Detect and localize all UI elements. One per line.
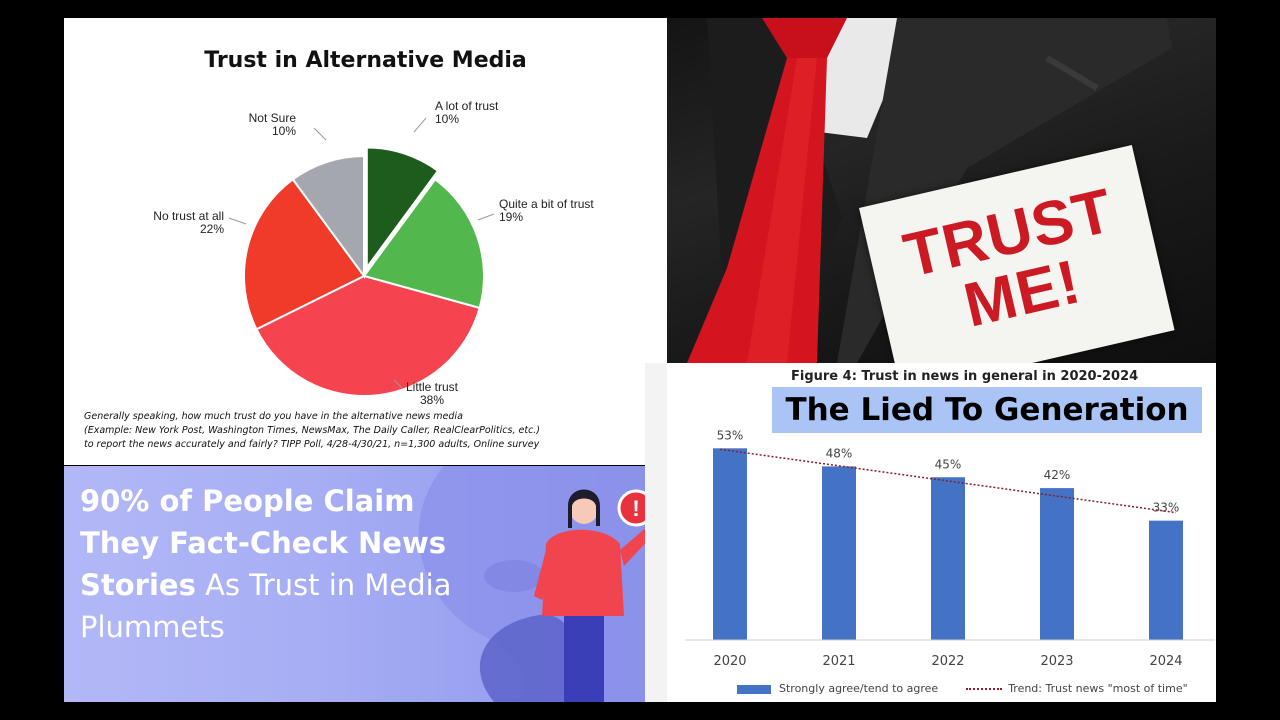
pie-leader-line xyxy=(393,379,403,389)
bar-2021 xyxy=(822,466,856,640)
bar-chart-title: Figure 4: Trust in news in general in 20… xyxy=(791,369,1139,384)
legend-swatch-trend xyxy=(966,688,1003,690)
pie-slice-not-sure xyxy=(291,154,365,280)
legend-item-series: Strongly agree/tend to agree xyxy=(779,682,939,695)
bar-2023 xyxy=(1040,488,1074,640)
trust-me-text: TRUST ME! xyxy=(865,172,1166,356)
bar-value-label: 45% xyxy=(935,457,962,471)
legend-swatch-bar xyxy=(737,684,771,694)
pie-value-label: 10% xyxy=(435,112,459,126)
x-tick-label: 2021 xyxy=(822,654,855,669)
pie-slice-a-lot-of-trust xyxy=(365,146,440,271)
pie-slice-no-trust-at-all xyxy=(243,177,366,331)
pie-leader-line xyxy=(477,213,495,221)
x-tick-label: 2020 xyxy=(713,654,746,669)
bar-chart: 53% 2020 48% 2021 45% 2022 42% 2023 33% 2024 xyxy=(685,428,1215,669)
pie-value-label: 22% xyxy=(200,222,224,236)
pie-leader-line xyxy=(313,127,327,141)
trust-me-photo: TRUST ME! xyxy=(667,18,1216,363)
bar-2022 xyxy=(931,477,965,640)
overlay-headline: The Lied To Generation xyxy=(772,387,1202,433)
fact-check-promo-panel: ! 90% of People Claim They Fact-Check Ne… xyxy=(64,466,645,702)
pie-slice-little-trust xyxy=(255,274,481,397)
bar-2024 xyxy=(1149,520,1183,640)
bar-value-label: 33% xyxy=(1153,501,1180,515)
x-tick-label: 2022 xyxy=(931,654,964,669)
pie-slice-quite-a-bit-of-trust xyxy=(362,177,485,310)
legend-item-trend: Trend: Trust news "most of time" xyxy=(1008,682,1188,695)
suit-and-tie-illustration xyxy=(687,18,1172,363)
promo-bold-text: 90% of People Claim They Fact-Check News… xyxy=(80,484,447,602)
x-tick-label: 2024 xyxy=(1149,654,1182,669)
pie-footnote-line: Generally speaking, how much trust do yo… xyxy=(84,411,463,422)
bar-value-label: 48% xyxy=(826,446,853,460)
bar-2020 xyxy=(713,448,747,640)
pie-footnote-line: to report the news accurately and fairly… xyxy=(84,439,540,450)
pie-label: Little trust xyxy=(406,380,459,394)
pie-footnote-line: (Example: New York Post, Washington Time… xyxy=(84,425,541,436)
pie-chart-title: Trust in Alternative Media xyxy=(204,48,527,73)
promo-regular-text: As Trust in Media Plummets xyxy=(80,568,452,644)
pie-footnote: Generally speaking, how much trust do yo… xyxy=(84,410,654,452)
bar-chart-legend: Strongly agree/tend to agree Trend: Trust… xyxy=(737,682,1188,695)
panel-edge-strip xyxy=(645,363,667,702)
pie-label: Not Sure xyxy=(249,111,297,125)
trend-line xyxy=(719,448,1177,514)
x-tick-label: 2023 xyxy=(1040,654,1073,669)
pie-leader-line xyxy=(413,117,427,133)
bar-value-label: 42% xyxy=(1044,468,1071,482)
bar-chart-panel: 53% 2020 48% 2021 45% 2022 42% 2023 33% 2024 Figu… xyxy=(645,363,1216,702)
promo-illustration: ! xyxy=(418,466,645,702)
pie-label: Quite a bit of trust xyxy=(499,197,594,211)
pie-value-label: 38% xyxy=(420,393,444,407)
pie-leader-line xyxy=(228,217,247,225)
pie-label: A lot of trust xyxy=(435,99,499,113)
bar-value-label: 53% xyxy=(717,428,744,442)
exclamation-icon: ! xyxy=(632,496,639,521)
pie-value-label: 19% xyxy=(499,210,523,224)
pie-label: No trust at all xyxy=(153,209,224,223)
pie-value-label: 10% xyxy=(272,124,296,138)
promo-headline: 90% of People Claim They Fact-Check News… xyxy=(80,480,500,648)
pie-chart-panel: Trust in Alternative Media A lot of trus… xyxy=(64,18,667,465)
